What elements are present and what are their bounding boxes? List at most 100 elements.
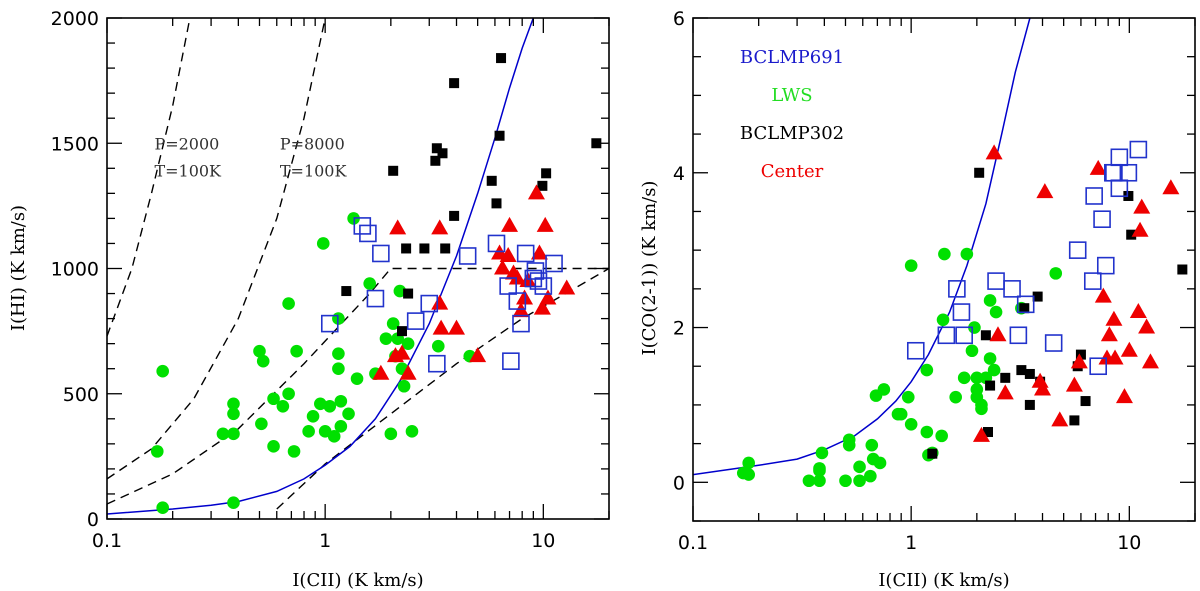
- left-annotations: P=2000 T=100K P=8000 T=100K: [154, 134, 347, 180]
- data-point-bclmp302: [496, 53, 507, 64]
- data-point-bclmp691: [1119, 163, 1138, 182]
- data-point-bclmp691: [529, 272, 548, 290]
- data-point-lws: [975, 402, 988, 416]
- data-point-bclmp302: [431, 143, 442, 154]
- data-point-center: [399, 364, 417, 380]
- data-point-lws: [960, 247, 974, 261]
- right-plot-frame: [692, 17, 1196, 522]
- data-point-center: [1094, 287, 1112, 303]
- data-point-lws: [267, 392, 280, 406]
- data-point-lws: [314, 397, 327, 411]
- y-tick-label: 0: [87, 509, 99, 531]
- data-point-bclmp302: [927, 448, 938, 459]
- x-tick-label: 1: [905, 532, 917, 554]
- data-point-lws: [802, 474, 816, 488]
- data-point-bclmp691: [372, 244, 390, 263]
- y-tick-label: 4: [673, 163, 685, 185]
- right-panel: 0.1 1 10 0 2 4 6 I(CII) (K km/s) I(CO(2-1)) (K…: [639, 8, 1196, 591]
- data-point-center: [558, 279, 576, 295]
- y-tick-label: 1000: [51, 259, 99, 281]
- x-tick-label: 0.1: [678, 532, 708, 554]
- y-tick-label: 6: [673, 8, 685, 30]
- data-point-lws: [865, 438, 879, 452]
- data-point-bclmp302: [449, 210, 460, 221]
- left-series-lws: [150, 212, 477, 515]
- data-point-bclmp302: [494, 130, 505, 141]
- data-point-center: [539, 289, 557, 305]
- data-point-bclmp691: [420, 294, 439, 313]
- data-point-bclmp302: [396, 326, 407, 337]
- data-point-lws: [983, 352, 997, 365]
- data-point-center: [432, 319, 450, 335]
- data-point-bclmp691: [1105, 163, 1123, 182]
- data-point-bclmp691: [1110, 148, 1129, 167]
- data-point-lws: [253, 344, 266, 358]
- data-point-center: [389, 219, 407, 235]
- data-point-bclmp302: [403, 288, 414, 299]
- data-point-lws: [306, 409, 320, 423]
- data-point-lws: [227, 496, 240, 510]
- data-point-center: [1089, 159, 1107, 175]
- data-point-lws: [350, 372, 364, 386]
- data-point-bclmp302: [1126, 229, 1137, 240]
- data-point-lws: [327, 430, 341, 443]
- right-y-axis-label: I(CO(2-1)) (K km/s): [639, 181, 660, 356]
- data-point-lws: [397, 379, 411, 393]
- data-point-bclmp302: [1016, 365, 1027, 376]
- data-point-center: [501, 216, 519, 232]
- data-point-lws: [853, 474, 866, 488]
- data-point-bclmp691: [508, 292, 527, 310]
- data-point-bclmp302: [1000, 372, 1011, 383]
- data-point-lws: [401, 337, 415, 350]
- data-point-lws: [342, 407, 355, 421]
- data-point-bclmp302: [1123, 190, 1134, 201]
- data-point-lws: [227, 397, 240, 411]
- right-series-bclmp302: [927, 167, 1188, 459]
- left-y-axis-label: I(HI) (K km/s): [8, 205, 29, 331]
- left-panel: 0.1 1 10 0 500 1000 1500 2000 I(CII) (K km/s) I…: [8, 8, 610, 591]
- data-point-bclmp691: [1003, 280, 1021, 298]
- data-point-center: [1036, 183, 1054, 199]
- left-curve-fit: [107, 18, 535, 515]
- data-point-bclmp691: [1096, 256, 1115, 275]
- data-point-bclmp302: [341, 286, 352, 297]
- data-point-bclmp691: [366, 289, 385, 308]
- left-curve-model-2: [107, 267, 609, 505]
- model-annotation: P=2000: [154, 134, 219, 153]
- data-point-bclmp302: [486, 175, 497, 186]
- data-point-center: [508, 269, 526, 285]
- data-point-lws: [853, 460, 866, 474]
- data-point-center: [1120, 341, 1138, 357]
- data-point-bclmp691: [516, 244, 535, 263]
- data-point-bclmp302: [1024, 368, 1035, 379]
- legend-entry-center: Center: [761, 161, 824, 182]
- data-point-lws: [987, 363, 1001, 377]
- data-point-bclmp691: [320, 314, 339, 333]
- right-x-axis-label: I(CII) (K km/s): [878, 570, 1009, 591]
- data-point-lws: [282, 387, 295, 401]
- model-annotation: T=100K: [280, 161, 348, 180]
- left-data-points: [150, 53, 602, 515]
- data-point-lws: [864, 469, 877, 483]
- data-point-bclmp302: [1080, 396, 1091, 407]
- legend-entry-lws: LWS: [771, 85, 812, 106]
- data-point-bclmp691: [502, 352, 520, 370]
- model-annotation: T=100K: [154, 161, 222, 180]
- data-point-bclmp691: [512, 314, 530, 333]
- data-point-bclmp302: [430, 155, 441, 166]
- data-point-lws: [302, 425, 315, 438]
- data-point-lws: [332, 362, 345, 376]
- data-point-bclmp691: [545, 254, 563, 273]
- data-point-bclmp302: [1024, 399, 1035, 410]
- data-point-center: [1106, 349, 1124, 365]
- data-point-lws: [156, 501, 169, 515]
- data-point-lws: [334, 420, 348, 433]
- data-point-bclmp302: [419, 243, 430, 254]
- data-point-bclmp691: [359, 224, 377, 243]
- data-point-bclmp691: [937, 326, 956, 345]
- data-point-lws: [332, 347, 345, 360]
- data-point-lws: [842, 433, 856, 447]
- data-point-center: [536, 216, 554, 232]
- data-point-bclmp691: [955, 326, 973, 345]
- data-point-bclmp691: [987, 272, 1005, 290]
